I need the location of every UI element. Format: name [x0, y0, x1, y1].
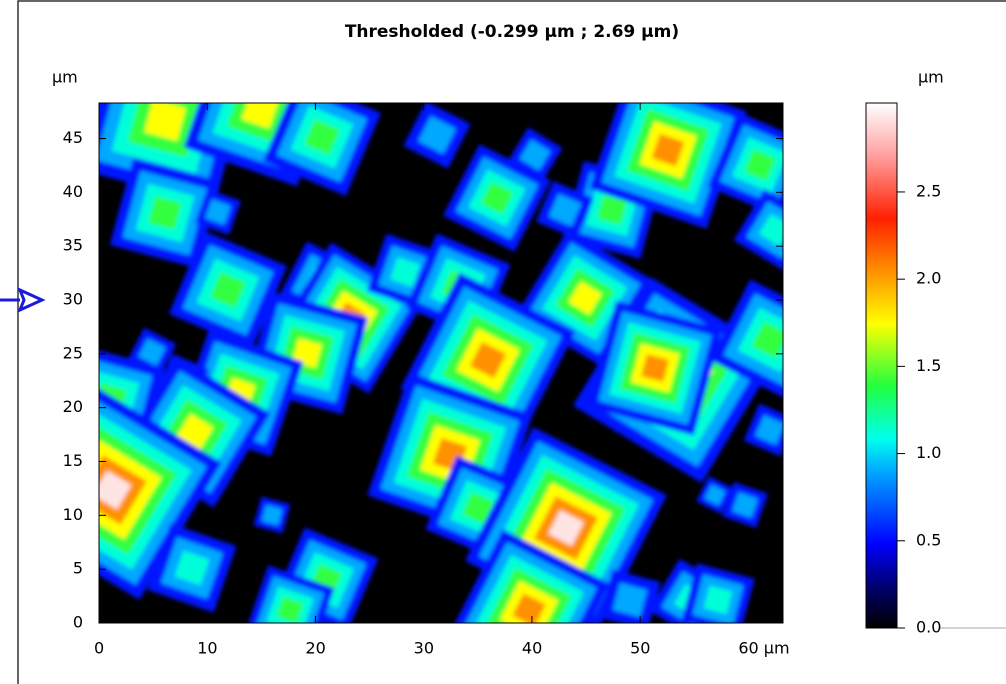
y-axis-label: µm	[52, 68, 78, 87]
heatmap-level	[241, 103, 279, 129]
heatmap-level	[99, 470, 132, 510]
heatmap-level	[389, 256, 421, 288]
heatmap-level	[758, 213, 783, 247]
heatmap-level	[462, 492, 494, 524]
colorbar-tick-label: 0.5	[916, 530, 941, 549]
x-tick-label: 60 µm	[738, 639, 789, 658]
heatmap-level	[744, 149, 776, 181]
y-tick-label: 25	[63, 343, 83, 362]
heatmap-level	[651, 133, 685, 167]
heatmap-level	[641, 354, 669, 382]
heatmap-level	[143, 103, 187, 142]
heatmap-level	[138, 338, 166, 366]
x-tick-label: 30	[414, 639, 434, 658]
chart-title: Thresholded (-0.299 µm ; 2.69 µm)	[345, 22, 679, 42]
pointer-arrow	[17, 287, 46, 313]
heatmap-level	[612, 582, 648, 618]
y-tick-label: 20	[63, 397, 83, 416]
heatmap-level	[548, 193, 582, 227]
x-tick-label: 50	[630, 639, 650, 658]
x-tick-label: 0	[94, 639, 104, 658]
heatmap-level	[704, 484, 726, 506]
x-tick-label: 40	[522, 639, 542, 658]
plot-frame	[98, 102, 784, 624]
heatmap-level	[148, 196, 182, 230]
heatmap-level	[469, 341, 507, 379]
heatmap-level	[755, 415, 783, 445]
heatmap-level	[512, 593, 546, 623]
heatmap-level	[417, 115, 457, 155]
heatmap-level	[174, 550, 210, 586]
y-tick-label: 10	[63, 505, 83, 524]
y-tick-label: 40	[63, 182, 83, 201]
y-tick-label: 0	[73, 613, 83, 632]
frame	[17, 0, 1006, 684]
heatmap-level	[519, 139, 551, 171]
heatmap-level	[732, 492, 758, 518]
heatmap-level	[291, 337, 323, 369]
y-tick-label: 35	[63, 236, 83, 255]
heatmap-level	[205, 199, 231, 225]
x-tick-label: 20	[305, 639, 325, 658]
heatmap-level	[548, 510, 584, 546]
y-tick-label: 5	[73, 559, 83, 578]
colorbar-tick-label: 2.0	[916, 269, 941, 288]
heatmap-level	[210, 272, 246, 308]
heatmap-level	[261, 504, 283, 526]
heatmap-level	[304, 119, 340, 155]
colorbar	[865, 102, 898, 629]
heatmap-image	[99, 103, 783, 623]
y-tick-label: 15	[63, 451, 83, 470]
colorbar-label: µm	[918, 68, 944, 87]
colorbar-tick-label: 1.0	[916, 443, 941, 462]
colorbar-tick-label: 2.5	[916, 181, 941, 200]
y-tick-label: 45	[63, 128, 83, 147]
heatmap-level	[276, 596, 304, 623]
colorbar-tick-label: 0.0	[916, 618, 941, 637]
y-tick-label: 30	[63, 290, 83, 309]
heatmap-level	[597, 195, 627, 225]
x-tick-label: 10	[197, 639, 217, 658]
heatmap-level	[568, 281, 602, 315]
colorbar-tick-label: 1.5	[916, 356, 941, 375]
heatmap-level	[703, 585, 733, 615]
heatmap-level	[480, 181, 514, 215]
heatmap-level	[751, 321, 783, 359]
